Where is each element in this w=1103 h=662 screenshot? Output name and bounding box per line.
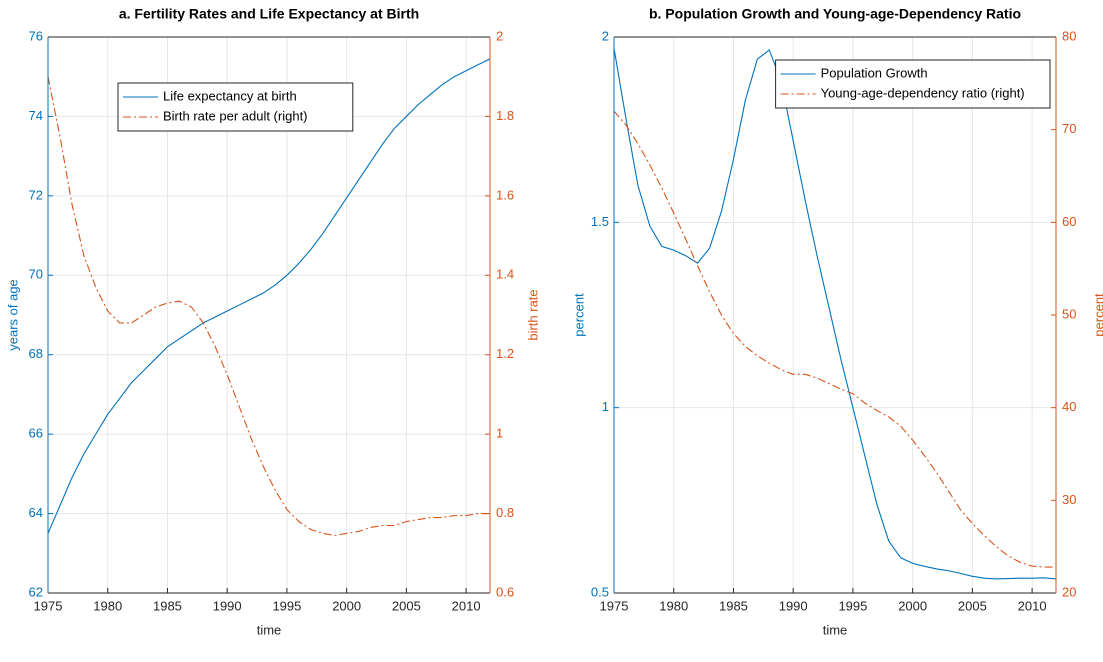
y-tick-label: 68 xyxy=(29,346,43,361)
data-line xyxy=(47,76,490,536)
x-tick-label: 1975 xyxy=(600,598,629,613)
chart-title: a. Fertility Rates and Life Expectancy a… xyxy=(119,6,419,22)
y2-tick-label: 1 xyxy=(496,426,503,441)
y-tick-label: 74 xyxy=(29,108,43,123)
x-tick-label: 1985 xyxy=(719,598,748,613)
y2-tick-label: 80 xyxy=(1062,28,1076,43)
y-tick-label: 64 xyxy=(29,505,43,520)
y-tick-label: 72 xyxy=(29,187,43,202)
x-tick-label: 2005 xyxy=(392,598,421,613)
y2-tick-label: 2 xyxy=(496,28,503,43)
x-tick-label: 2000 xyxy=(898,598,927,613)
x-axis-label: time xyxy=(257,622,282,637)
legend-label: Life expectancy at birth xyxy=(163,88,297,103)
legend-label: Population Growth xyxy=(821,65,928,80)
y2-tick-label: 50 xyxy=(1062,306,1076,321)
data-line xyxy=(47,58,491,534)
y-tick-label: 76 xyxy=(29,28,43,43)
x-tick-label: 1975 xyxy=(34,598,63,613)
x-tick-label: 1990 xyxy=(779,598,808,613)
y-tick-label: 66 xyxy=(29,426,43,441)
y-tick-label: 62 xyxy=(29,584,43,599)
y2-tick-label: 40 xyxy=(1062,399,1076,414)
y-axis-label: years of age xyxy=(5,279,20,351)
x-tick-label: 2010 xyxy=(1018,598,1047,613)
x-tick-label: 1980 xyxy=(659,598,688,613)
y-tick-label: 1.5 xyxy=(591,214,609,229)
x-tick-label: 1985 xyxy=(153,598,182,613)
y2-tick-label: 0.8 xyxy=(496,505,514,520)
y-tick-label: 2 xyxy=(602,28,609,43)
y2-tick-label: 60 xyxy=(1062,214,1076,229)
x-tick-label: 1980 xyxy=(93,598,122,613)
data-line xyxy=(613,110,1056,568)
legend-box xyxy=(117,82,354,132)
y2-tick-label: 1.6 xyxy=(496,187,514,202)
y2-tick-label: 1.2 xyxy=(496,346,514,361)
x-tick-label: 2005 xyxy=(958,598,987,613)
y2-tick-label: 1.4 xyxy=(496,267,514,282)
y2-tick-label: 30 xyxy=(1062,492,1076,507)
y-axis-label: percent xyxy=(571,293,586,337)
y-tick-label: 0.5 xyxy=(591,584,609,599)
y2-tick-label: 1.8 xyxy=(496,108,514,123)
x-tick-label: 1995 xyxy=(838,598,867,613)
y2-axis-label: percent xyxy=(1091,293,1103,337)
chart-title: b. Population Growth and Young-age-Depen… xyxy=(649,6,1021,22)
x-tick-label: 2000 xyxy=(332,598,361,613)
y2-tick-label: 0.6 xyxy=(496,584,514,599)
legend-label: Young-age-dependency ratio (right) xyxy=(821,85,1025,100)
x-tick-label: 1990 xyxy=(213,598,242,613)
legend-box xyxy=(775,59,1051,109)
x-axis-label: time xyxy=(823,622,848,637)
y-tick-label: 70 xyxy=(29,267,43,282)
y2-axis-label: birth rate xyxy=(525,289,540,340)
legend-label: Birth rate per adult (right) xyxy=(163,108,308,123)
x-tick-label: 2010 xyxy=(452,598,481,613)
y2-tick-label: 20 xyxy=(1062,584,1076,599)
y-tick-label: 1 xyxy=(602,399,609,414)
y2-tick-label: 70 xyxy=(1062,121,1076,136)
x-tick-label: 1995 xyxy=(272,598,301,613)
data-line xyxy=(613,48,1057,580)
